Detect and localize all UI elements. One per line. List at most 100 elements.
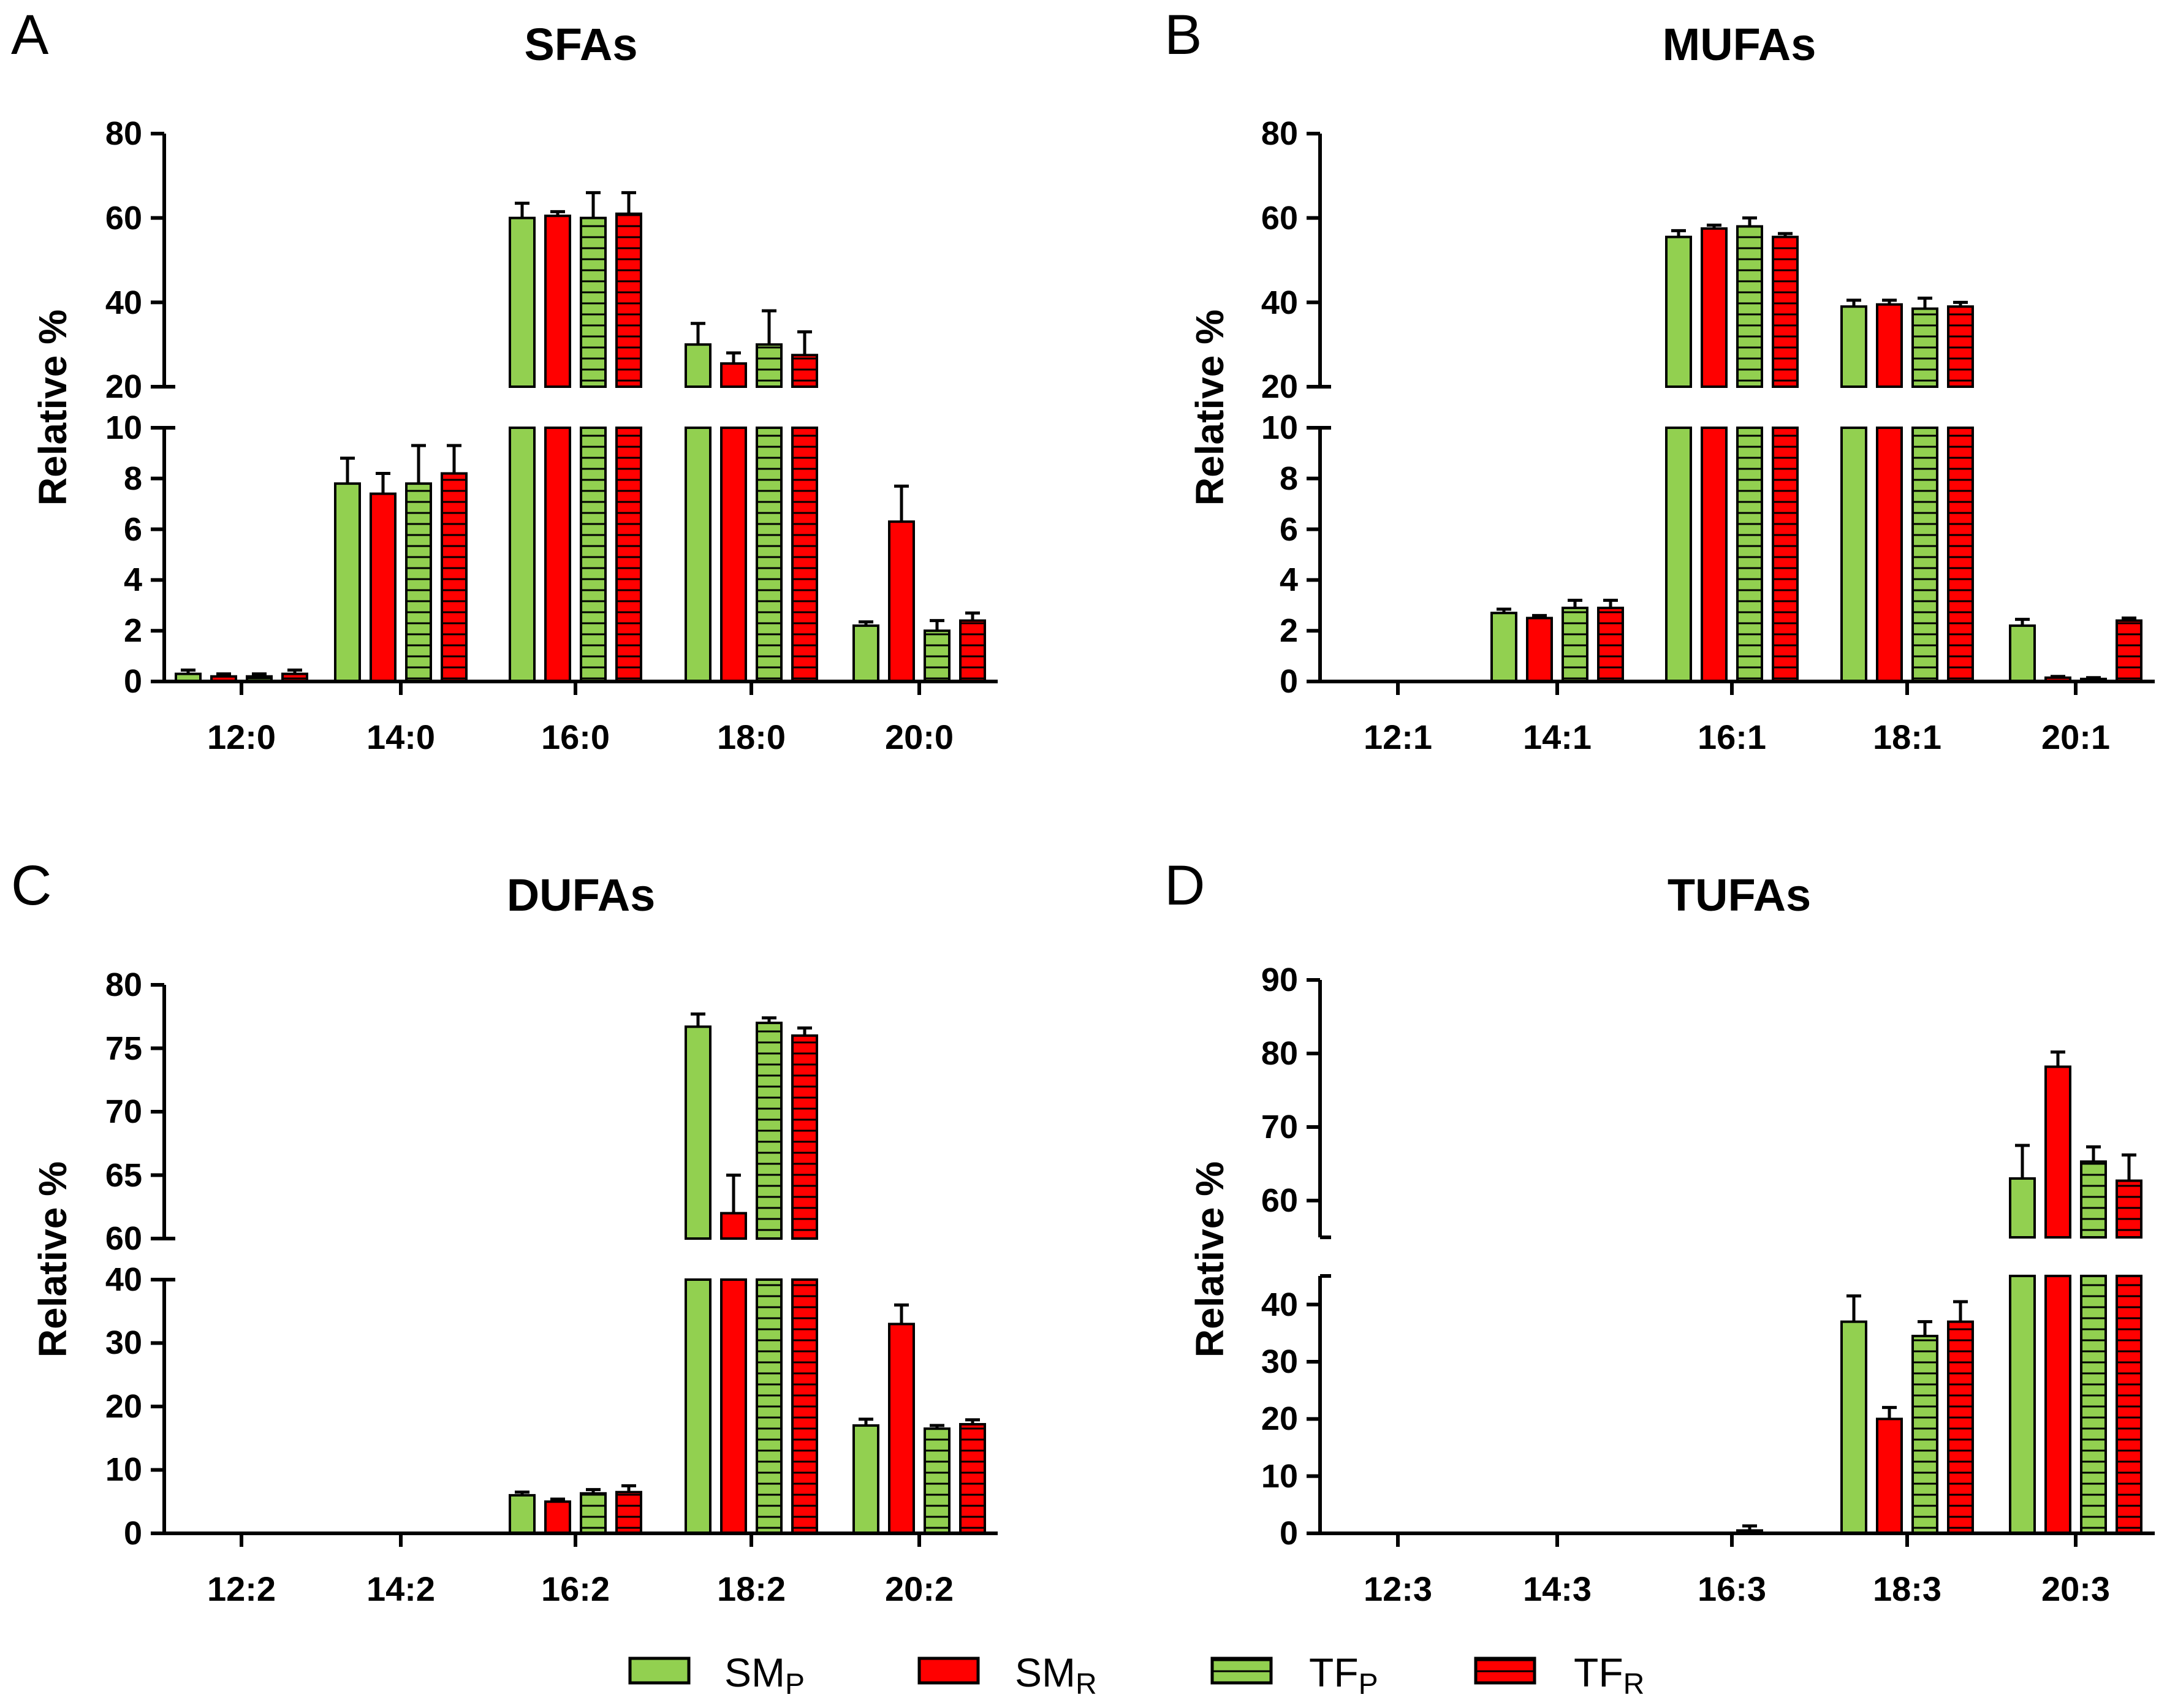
y-tick-label: 65 (105, 1157, 142, 1194)
chart-title: DUFAs (507, 870, 656, 920)
bar-tfr (615, 1490, 642, 1535)
bar-tfp (1911, 1335, 1938, 1535)
bar-tfp (756, 1022, 783, 1240)
panel-letter: D (1164, 854, 1205, 917)
bar-tfp-lower (756, 1278, 783, 1535)
bar-tfp (405, 482, 432, 683)
bar-tfp (924, 629, 951, 683)
legend-item-smp: SMP (628, 1650, 805, 1701)
bar-smr (720, 362, 747, 388)
bar-tfr-lower (791, 427, 818, 683)
category-label: 12:3 (1364, 1569, 1432, 1608)
bar-tfr (2116, 619, 2142, 683)
bar-tfp-lower (1911, 427, 1938, 683)
panel-d: D TUFAs Relative % 12:3 14:3 16:3 18:3 2… (1164, 854, 2155, 1608)
bar-tfr (441, 472, 468, 683)
bar-smp (509, 1494, 536, 1535)
chart-title: MUFAs (1663, 19, 1816, 70)
bar-smp (1490, 612, 1517, 683)
bar-smp (1840, 305, 1867, 389)
y-tick-label: 20 (105, 1388, 142, 1425)
bar-smr-lower (1876, 427, 1903, 683)
bar-smp (2009, 1177, 2036, 1239)
chart-plot-d (1307, 978, 2155, 1547)
bar-smp (509, 216, 536, 388)
legend-label: SMP (724, 1650, 805, 1701)
bar-tfp (1562, 606, 1588, 683)
legend-swatch (1474, 1657, 1536, 1685)
bar-tfr (615, 212, 642, 388)
category-label: 18:1 (1873, 718, 1941, 756)
category-label: 16:3 (1698, 1569, 1766, 1608)
bar-tfp (1911, 307, 1938, 388)
bar-smp-lower (685, 427, 712, 683)
y-tick-label: 80 (1261, 1035, 1298, 1072)
legend-label: SMR (1015, 1650, 1097, 1701)
bar-tfr (1947, 1320, 1974, 1535)
bar-smr-lower (720, 427, 747, 683)
bar-smp (1840, 1320, 1867, 1535)
bar-smr-lower (720, 1278, 747, 1535)
y-tick-label: 30 (1261, 1343, 1298, 1380)
category-label: 16:0 (541, 718, 610, 756)
panel-letter: A (11, 4, 49, 66)
chart-plot-a (151, 132, 998, 695)
category-label: 20:1 (2041, 718, 2110, 756)
bar-tfp (580, 1492, 607, 1535)
chart-plot-c (151, 983, 998, 1547)
bar-smr (544, 214, 571, 388)
bar-smr (888, 520, 915, 683)
bar-smr-lower (1701, 427, 1728, 683)
category-label: 16:1 (1698, 718, 1766, 756)
legend-label-main: SM (1015, 1650, 1076, 1695)
category-label: 16:2 (541, 1569, 610, 1608)
bar-tfr (1597, 606, 1624, 683)
chart-title: TUFAs (1668, 870, 1811, 920)
y-tick-label: 6 (1280, 511, 1298, 548)
category-label: 14:0 (366, 718, 435, 756)
y-tick-label: 75 (105, 1030, 142, 1067)
y-tick-label: 10 (1261, 1458, 1298, 1495)
y-tick-label: 2 (1280, 612, 1298, 649)
bar-tfp-lower (580, 427, 607, 683)
bar-smr (544, 1500, 571, 1535)
bar-tfr (959, 1422, 986, 1535)
y-axis-label: Relative % (31, 1161, 75, 1357)
bar-tfr (2116, 1179, 2142, 1239)
y-tick-label: 20 (105, 368, 142, 405)
legend-item-tfr: TFR (1474, 1650, 1644, 1701)
y-tick-label: 80 (105, 966, 142, 1003)
category-label: 18:0 (717, 718, 786, 756)
y-tick-label: 60 (1261, 1182, 1298, 1219)
bar-tfr-lower (1772, 427, 1799, 683)
legend-item-smr: SMR (917, 1650, 1097, 1701)
y-tick-label: 4 (124, 561, 142, 598)
legend-label-main: TF (1309, 1650, 1359, 1695)
y-tick-label: 20 (1261, 368, 1298, 405)
bar-smr (888, 1323, 915, 1535)
bar-smr (1526, 617, 1553, 683)
y-tick-label: 70 (1261, 1109, 1298, 1145)
bar-tfp (1736, 225, 1763, 388)
category-label: 18:2 (717, 1569, 786, 1608)
category-label: 14:1 (1523, 718, 1592, 756)
bar-smr (1876, 303, 1903, 388)
legend-swatch (1210, 1657, 1273, 1685)
y-tick-label: 20 (1261, 1400, 1298, 1437)
bar-tfp (580, 216, 607, 388)
legend-swatch (917, 1657, 980, 1685)
y-tick-label: 0 (124, 1515, 142, 1552)
bar-smr (370, 492, 397, 683)
y-tick-label: 80 (105, 115, 142, 152)
panel-letter: B (1164, 4, 1202, 66)
bar-smr (1876, 1418, 1903, 1535)
bar-tfp (756, 343, 783, 389)
category-label: 14:2 (366, 1569, 435, 1608)
y-tick-label: 40 (1261, 284, 1298, 321)
bar-smr-lower (2044, 1275, 2071, 1535)
bar-tfp-lower (756, 427, 783, 683)
legend-label-main: TF (1574, 1650, 1623, 1695)
legend-label-main: SM (724, 1650, 785, 1695)
bar-smr (720, 1212, 747, 1240)
